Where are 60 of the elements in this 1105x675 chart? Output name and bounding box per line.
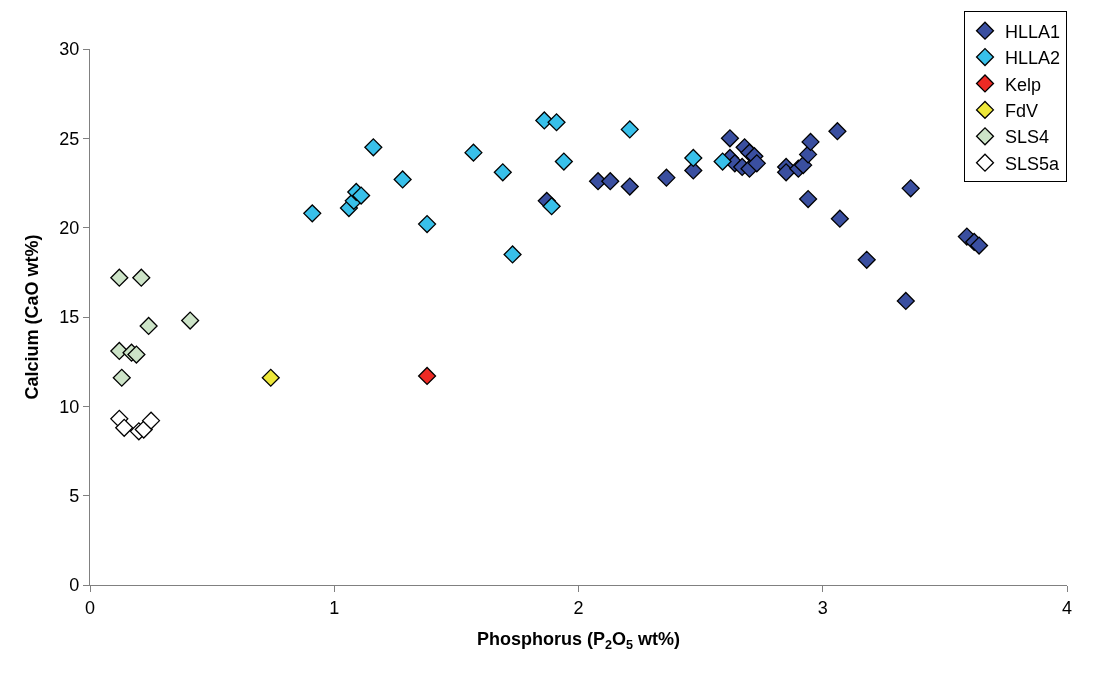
point bbox=[542, 197, 561, 216]
point bbox=[601, 172, 620, 191]
point bbox=[830, 209, 849, 228]
x-tick-label: 0 bbox=[84, 597, 96, 618]
point bbox=[127, 345, 146, 364]
x-tick-label: 1 bbox=[329, 597, 340, 618]
point bbox=[503, 245, 522, 264]
point bbox=[417, 214, 437, 234]
x-axis-title: Phosphorus (P$_{2}$O$_{5}$ wt%) bbox=[476, 628, 681, 652]
point bbox=[464, 143, 483, 162]
point bbox=[132, 268, 151, 287]
point bbox=[857, 250, 876, 269]
y-tick-label: 15 bbox=[59, 307, 80, 328]
point bbox=[417, 366, 437, 386]
point bbox=[799, 189, 818, 209]
legend-label: HLLA2 bbox=[1005, 48, 1061, 69]
x-tick-label: 2 bbox=[573, 597, 584, 618]
point bbox=[303, 204, 322, 223]
point bbox=[115, 418, 134, 437]
point bbox=[547, 113, 566, 132]
point bbox=[620, 120, 639, 139]
legend-label: Kelp bbox=[1005, 74, 1042, 95]
point bbox=[901, 179, 920, 198]
point bbox=[713, 152, 732, 171]
point bbox=[261, 368, 280, 387]
point bbox=[896, 291, 915, 311]
point bbox=[364, 138, 383, 157]
x-tick-label: 3 bbox=[817, 597, 828, 618]
point bbox=[657, 168, 676, 187]
point bbox=[352, 186, 371, 205]
point bbox=[554, 152, 573, 171]
y-tick-label: 25 bbox=[59, 128, 80, 149]
legend-label: HLLA1 bbox=[1005, 21, 1061, 42]
y-tick-label: 10 bbox=[59, 396, 80, 417]
point bbox=[747, 154, 766, 173]
y-tick-label: 20 bbox=[59, 217, 80, 238]
legend-label: SLS4 bbox=[1005, 127, 1050, 148]
point bbox=[393, 170, 412, 189]
point bbox=[181, 311, 200, 330]
point bbox=[969, 236, 989, 255]
x-tick-label: 4 bbox=[1061, 597, 1073, 618]
point bbox=[620, 177, 639, 196]
legend-label: SLS5a bbox=[1005, 153, 1061, 174]
point bbox=[684, 148, 703, 168]
point bbox=[112, 368, 131, 387]
y-tick-label: 0 bbox=[69, 575, 80, 596]
legend-label: FdV bbox=[1005, 100, 1039, 121]
point bbox=[493, 163, 512, 182]
point bbox=[139, 316, 158, 336]
y-tick-label: 30 bbox=[59, 39, 80, 60]
point bbox=[794, 156, 813, 175]
point bbox=[720, 129, 740, 148]
point bbox=[110, 268, 129, 287]
point bbox=[801, 132, 820, 152]
point bbox=[141, 411, 161, 430]
point bbox=[134, 420, 153, 439]
point bbox=[777, 163, 796, 182]
y-axis-title: Calcium (CaO wt%) bbox=[22, 234, 43, 400]
y-tick-label: 5 bbox=[69, 485, 80, 506]
point bbox=[828, 122, 847, 141]
